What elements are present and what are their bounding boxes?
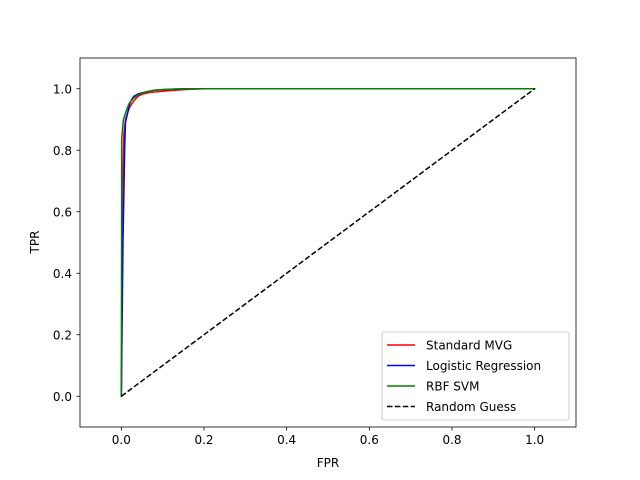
legend-label: Random Guess: [426, 400, 516, 414]
legend-label: Logistic Regression: [426, 359, 541, 373]
legend: Standard MVG Logistic Regression RBF SVM Ra…: [381, 331, 570, 421]
x-axis-label: FPR: [317, 456, 339, 470]
x-tick-label: 0.4: [277, 433, 296, 447]
y-tick-label: 0.4: [53, 267, 72, 281]
series-line-rbf-svm: [120, 88, 536, 398]
x-tick-label: 0.0: [112, 433, 131, 447]
series-line-random-guess: [120, 88, 536, 397]
axes-frame: [79, 57, 577, 428]
x-tick-label: 0.2: [194, 433, 213, 447]
y-tick-label: 0.8: [53, 144, 72, 158]
legend-box: [381, 331, 570, 421]
x-tick-label: 0.6: [360, 433, 379, 447]
x-tick-label: 0.8: [442, 433, 461, 447]
plot-area: 0.0 0.2 0.4 0.6 0.8 1.0 0.0 0.2 0.4 0.6 0.8 1.0: [53, 57, 577, 447]
x-tick-label: 1.0: [525, 433, 544, 447]
y-tick-label: 0.6: [53, 205, 72, 219]
y-tick-label: 0.2: [53, 328, 72, 342]
y-tick-label: 0.0: [53, 390, 72, 404]
legend-label: Standard MVG: [426, 339, 512, 353]
y-axis-label: TPR: [28, 231, 42, 255]
legend-label: RBF SVM: [426, 380, 479, 394]
y-tick-label: 1.0: [53, 82, 72, 96]
series-lines: [120, 88, 536, 398]
